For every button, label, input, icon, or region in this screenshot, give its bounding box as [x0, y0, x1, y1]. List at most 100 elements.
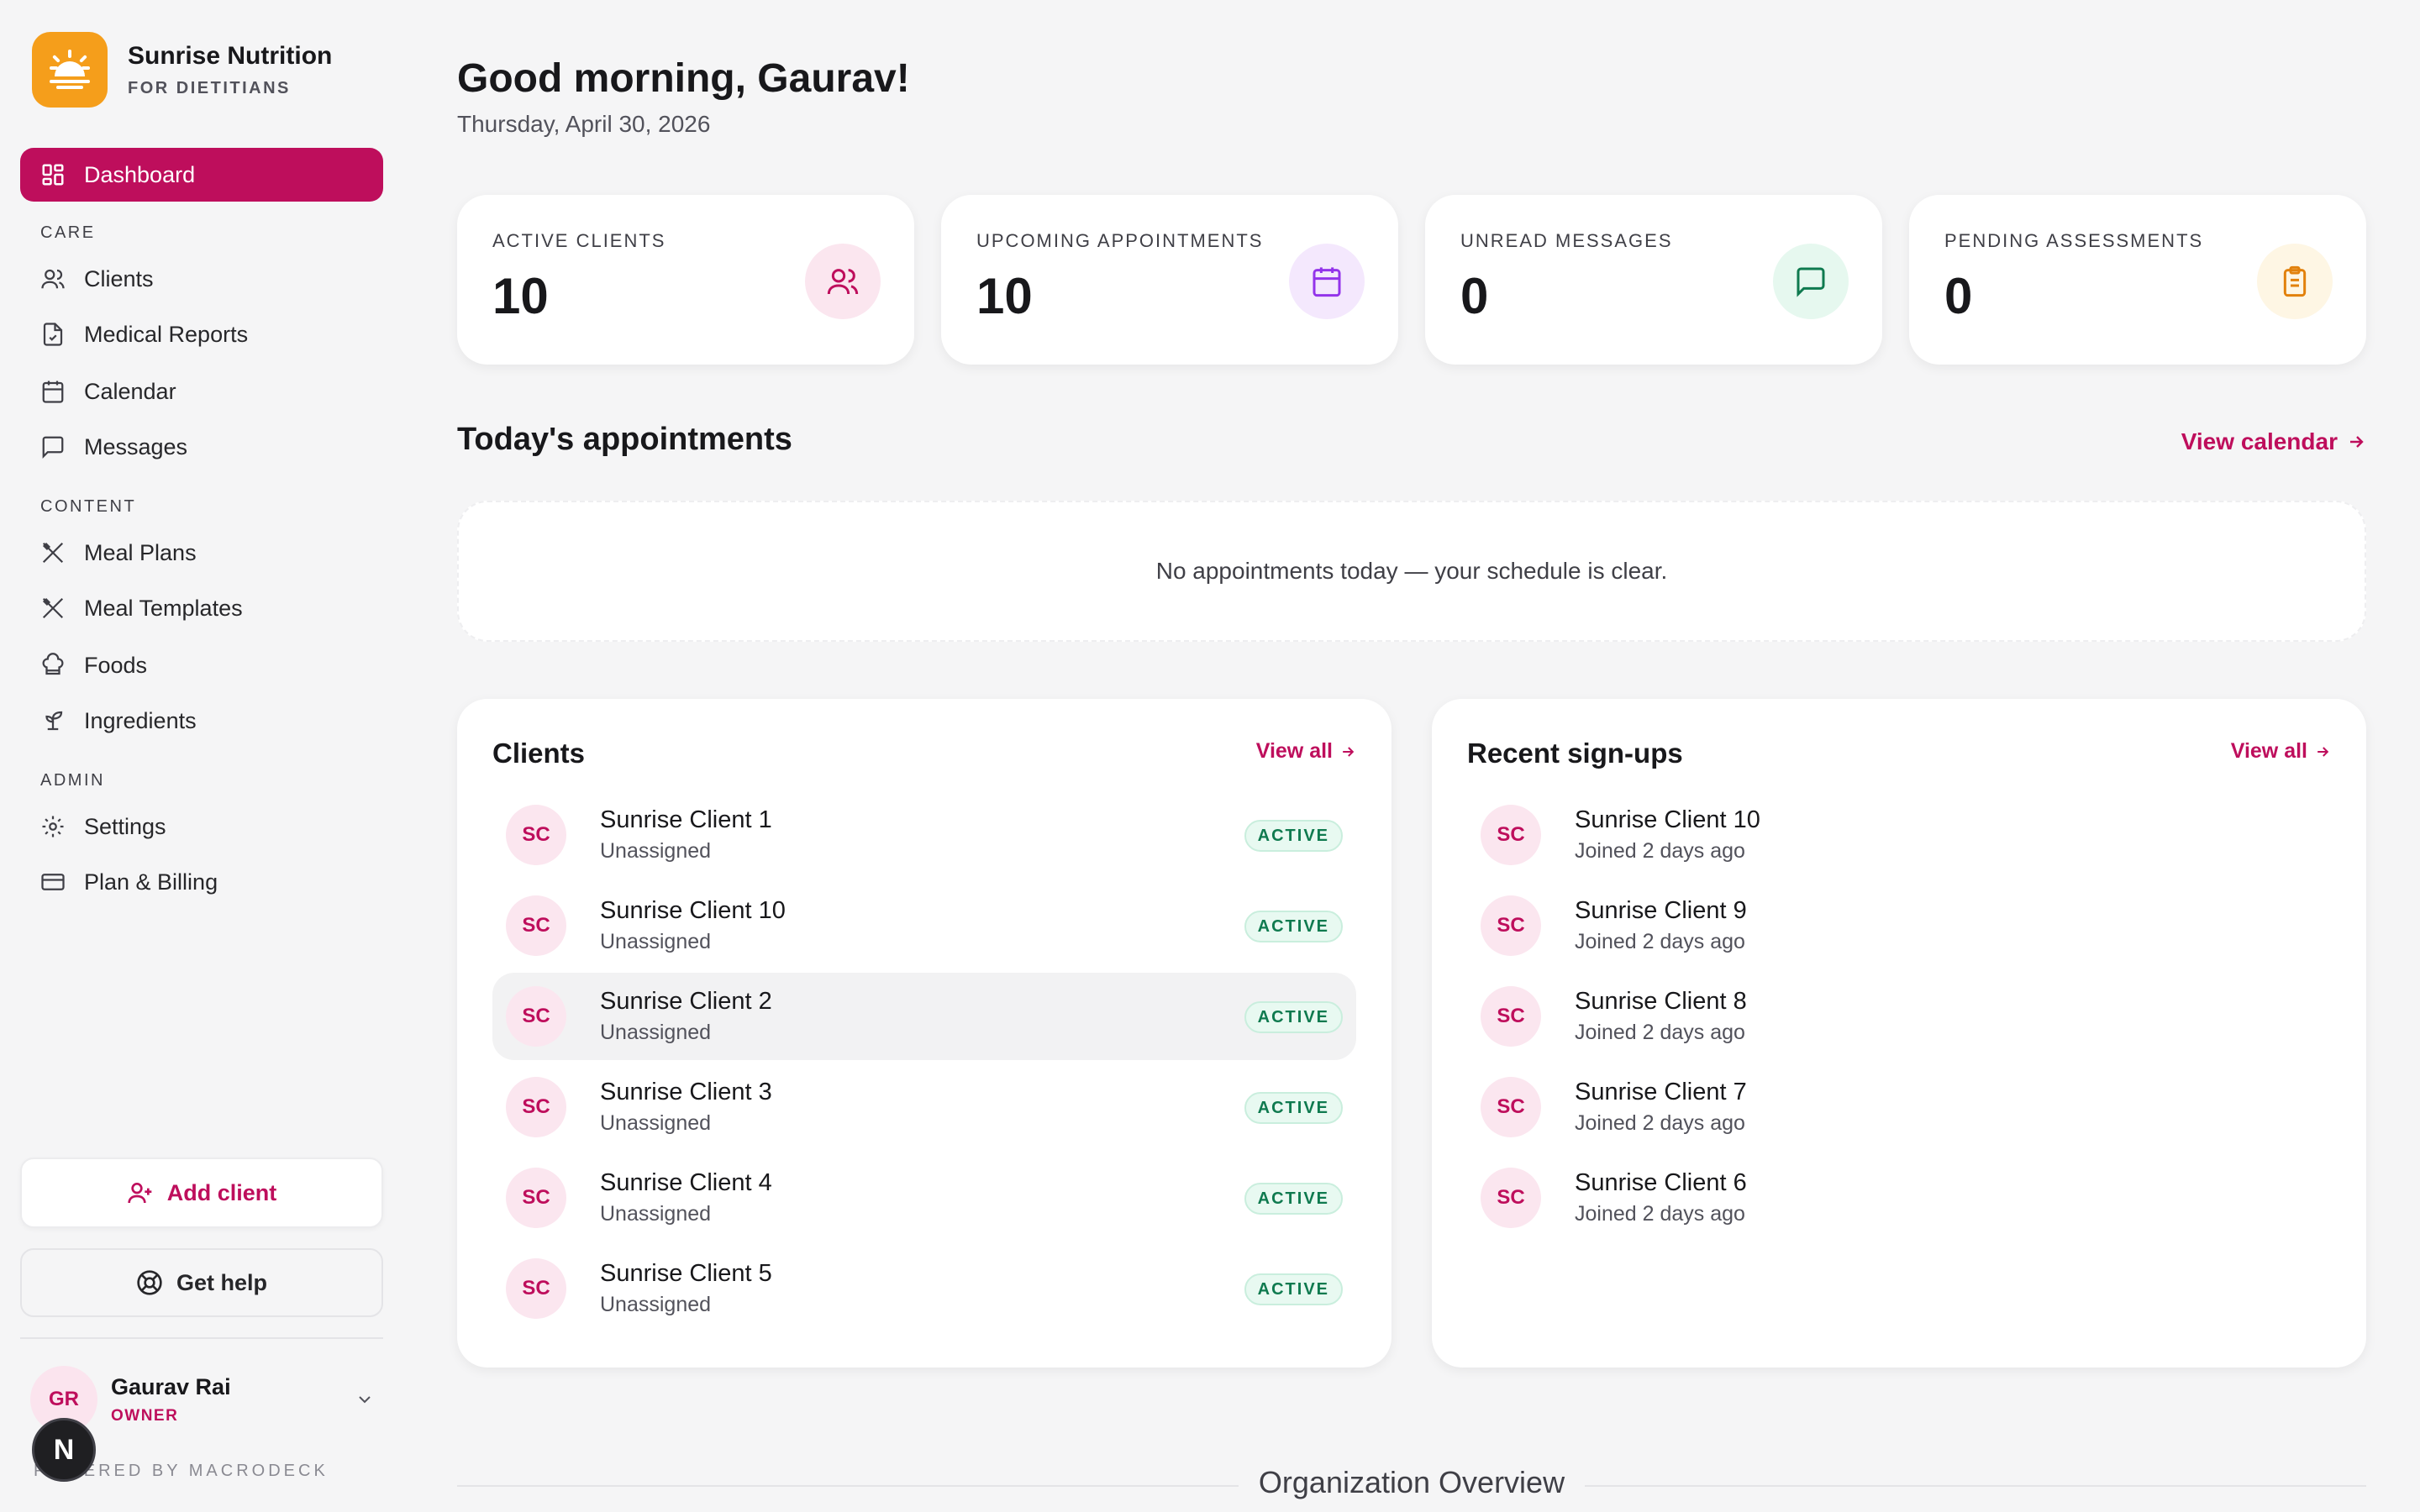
gear-icon: [40, 814, 66, 839]
add-client-button[interactable]: Add client: [20, 1158, 383, 1228]
avatar: SC: [506, 1258, 566, 1319]
client-assignment: Unassigned: [600, 930, 712, 953]
signup-row[interactable]: SC Sunrise Client 8 Joined 2 days ago: [1467, 973, 2331, 1060]
get-help-label: Get help: [176, 1269, 267, 1295]
add-client-label: Add client: [166, 1179, 277, 1205]
nav-item-clients[interactable]: Clients: [20, 254, 383, 304]
stat-card-active-clients[interactable]: ACTIVE CLIENTS 10: [457, 195, 914, 365]
client-name: Sunrise Client 8: [1575, 988, 1747, 1015]
clients-view-all-link[interactable]: View all: [1256, 739, 1356, 764]
status-badge: ACTIVE: [1244, 820, 1343, 852]
status-badge: ACTIVE: [1244, 911, 1343, 942]
client-name: Sunrise Client 7: [1575, 1079, 1747, 1105]
credit-card-icon: [40, 869, 66, 895]
nav-item-label: Dashboard: [84, 161, 196, 187]
stat-label: ACTIVE CLIENTS: [492, 230, 666, 251]
client-assignment: Unassigned: [600, 839, 712, 863]
nav-item-label: Settings: [84, 813, 166, 839]
nav-item-calendar[interactable]: Calendar: [20, 366, 383, 417]
client-assignment: Unassigned: [600, 1021, 712, 1044]
get-help-button[interactable]: Get help: [20, 1248, 383, 1317]
status-badge: ACTIVE: [1244, 1183, 1343, 1215]
calendar-icon: [40, 379, 66, 404]
stat-card-upcoming-appointments[interactable]: UPCOMING APPOINTMENTS 10: [941, 195, 1398, 365]
nav-item-plan-billing[interactable]: Plan & Billing: [20, 857, 383, 907]
client-name: Sunrise Client 9: [1575, 897, 1747, 924]
brand-name: Sunrise Nutrition: [128, 41, 333, 70]
view-all-label: View all: [2230, 739, 2307, 763]
nav-item-ingredients[interactable]: Ingredients: [20, 696, 383, 746]
nav-item-meal-plans[interactable]: Meal Plans: [20, 528, 383, 578]
clients-card-title: Clients: [492, 738, 586, 769]
utensils-icon: [40, 540, 66, 565]
avatar: SC: [506, 986, 566, 1047]
stat-card-unread-messages[interactable]: UNREAD MESSAGES 0: [1425, 195, 1882, 365]
calendar-icon: [1289, 244, 1365, 319]
client-row[interactable]: SC Sunrise Client 1 Unassigned ACTIVE: [492, 791, 1356, 879]
stat-label: UPCOMING APPOINTMENTS: [976, 230, 1264, 251]
nav-item-messages[interactable]: Messages: [20, 422, 383, 472]
nav-item-settings[interactable]: Settings: [20, 801, 383, 852]
nav-item-label: Calendar: [84, 378, 176, 404]
sidebar: Sunrise Nutrition FOR DIETITIANS Dashboa…: [0, 0, 403, 1512]
stat-card-pending-assessments[interactable]: PENDING ASSESSMENTS 0: [1909, 195, 2366, 365]
avatar: SC: [1481, 805, 1541, 865]
client-row[interactable]: SC Sunrise Client 5 Unassigned ACTIVE: [492, 1245, 1356, 1332]
client-assignment: Unassigned: [600, 1293, 712, 1316]
client-row[interactable]: SC Sunrise Client 2 Unassigned ACTIVE: [492, 973, 1356, 1060]
client-name: Sunrise Client 3: [600, 1079, 772, 1105]
view-all-label: View all: [1255, 739, 1333, 763]
signup-row[interactable]: SC Sunrise Client 9 Joined 2 days ago: [1467, 882, 2331, 969]
signups-view-all-link[interactable]: View all: [2231, 739, 2331, 764]
client-row[interactable]: SC Sunrise Client 10 Unassigned ACTIVE: [492, 882, 1356, 969]
client-assignment: Unassigned: [600, 1111, 712, 1135]
signup-row[interactable]: SC Sunrise Client 6 Joined 2 days ago: [1467, 1154, 2331, 1242]
nav-item-foods[interactable]: Foods: [20, 640, 383, 690]
client-assignment: Unassigned: [600, 1202, 712, 1226]
sunrise-logo-icon: [32, 32, 108, 108]
joined-time: Joined 2 days ago: [1575, 1021, 1745, 1044]
appointments-heading: Today's appointments: [457, 422, 792, 457]
client-name: Sunrise Client 1: [600, 806, 772, 833]
user-name: Gaurav Rai: [111, 1373, 231, 1399]
nav-item-label: Meal Plans: [84, 539, 197, 565]
status-badge: ACTIVE: [1244, 1273, 1343, 1305]
client-row[interactable]: SC Sunrise Client 4 Unassigned ACTIVE: [492, 1154, 1356, 1242]
sidebar-divider: [20, 1337, 383, 1339]
nav-item-medical-reports[interactable]: Medical Reports: [20, 309, 383, 360]
dev-tools-badge[interactable]: N: [32, 1418, 96, 1482]
nav-item-dashboard[interactable]: Dashboard: [20, 148, 383, 202]
lifebuoy-icon: [136, 1269, 163, 1296]
report-icon: [40, 322, 66, 347]
client-name: Sunrise Client 2: [600, 988, 772, 1015]
avatar: SC: [506, 1077, 566, 1137]
client-name: Sunrise Client 5: [600, 1260, 772, 1287]
section-label-care: CARE: [40, 223, 96, 242]
section-label-content: CONTENT: [40, 497, 137, 516]
avatar: SC: [506, 1168, 566, 1228]
recent-signups-card: Recent sign-ups View all SC Sunrise Clie…: [1432, 699, 2366, 1368]
status-badge: ACTIVE: [1244, 1092, 1343, 1124]
page-title: Good morning, Gaurav!: [457, 56, 910, 101]
nav-item-label: Plan & Billing: [84, 869, 218, 895]
signups-card-title: Recent sign-ups: [1467, 738, 1683, 769]
utensils-icon: [40, 596, 66, 621]
chef-hat-icon: [40, 653, 66, 678]
section-label-admin: ADMIN: [40, 771, 105, 790]
client-name: Sunrise Client 10: [600, 897, 786, 924]
signup-row[interactable]: SC Sunrise Client 7 Joined 2 days ago: [1467, 1063, 2331, 1151]
user-role: OWNER: [111, 1406, 179, 1425]
client-row[interactable]: SC Sunrise Client 3 Unassigned ACTIVE: [492, 1063, 1356, 1151]
nav-item-label: Ingredients: [84, 707, 197, 733]
view-calendar-link[interactable]: View calendar: [2181, 428, 2366, 455]
chevron-down-icon[interactable]: [355, 1389, 375, 1410]
arrow-right-icon: [1339, 743, 1356, 760]
nav-item-meal-templates[interactable]: Meal Templates: [20, 583, 383, 633]
brand-tagline: FOR DIETITIANS: [128, 78, 291, 97]
signup-row[interactable]: SC Sunrise Client 10 Joined 2 days ago: [1467, 791, 2331, 879]
users-icon: [805, 244, 881, 319]
arrow-right-icon: [2314, 743, 2331, 760]
status-badge: ACTIVE: [1244, 1001, 1343, 1033]
brand[interactable]: Sunrise Nutrition FOR DIETITIANS: [32, 32, 332, 108]
stat-value: 0: [1460, 268, 1489, 324]
